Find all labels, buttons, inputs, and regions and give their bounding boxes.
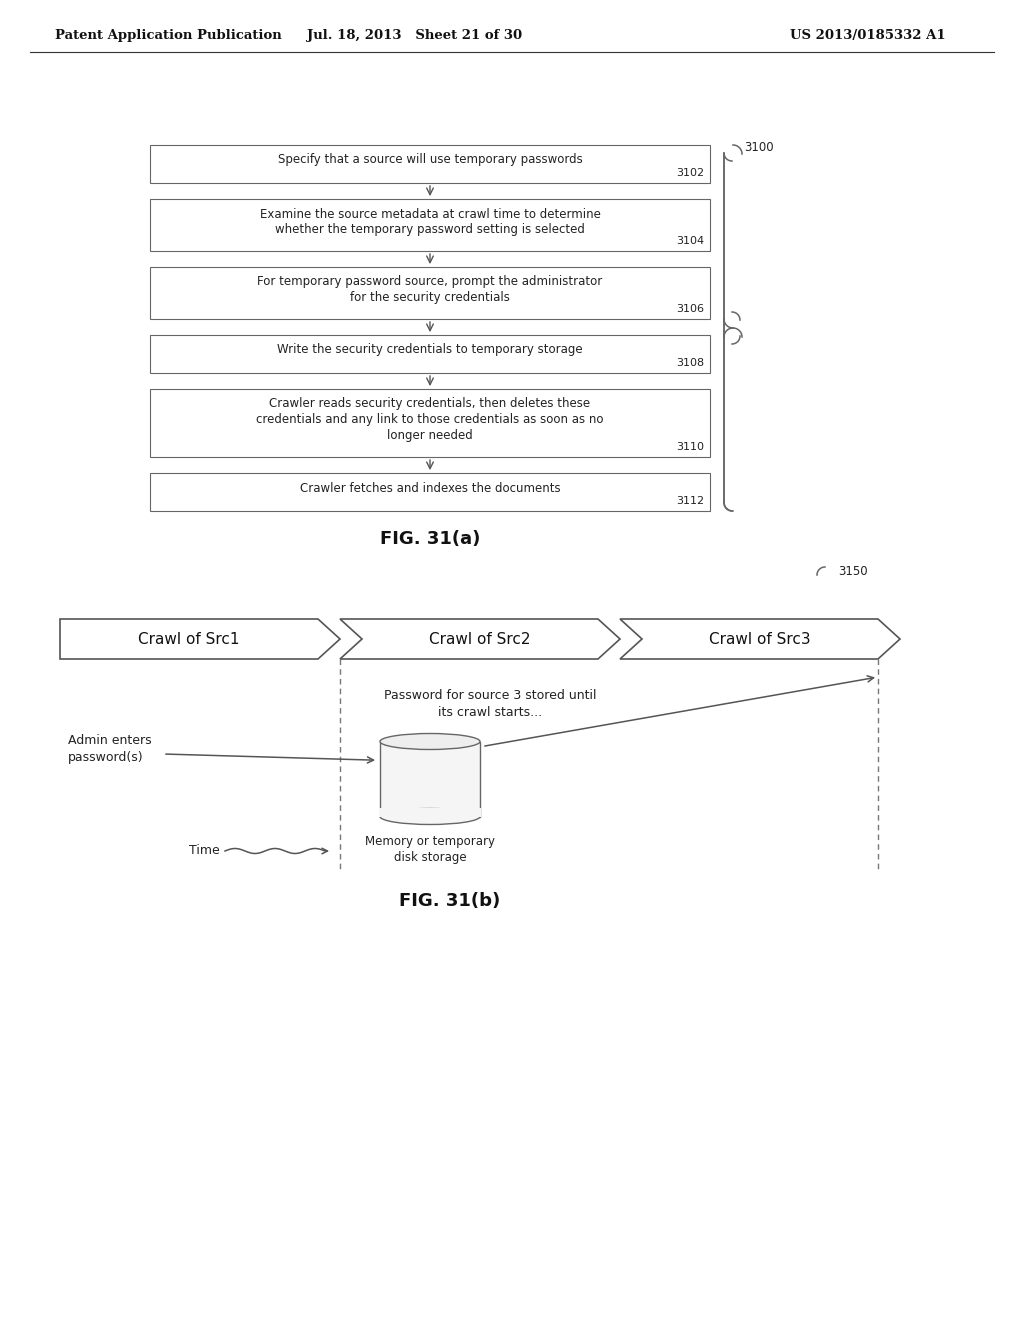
FancyBboxPatch shape [150, 473, 710, 511]
Text: Crawler fetches and indexes the documents: Crawler fetches and indexes the document… [300, 482, 560, 495]
Text: US 2013/0185332 A1: US 2013/0185332 A1 [790, 29, 945, 41]
Text: Crawler reads security credentials, then deletes these
credentials and any link : Crawler reads security credentials, then… [256, 397, 604, 442]
Text: 3150: 3150 [838, 565, 867, 578]
Text: Time: Time [189, 845, 220, 858]
Text: FIG. 31(b): FIG. 31(b) [399, 892, 501, 909]
FancyBboxPatch shape [150, 389, 710, 457]
Text: For temporary password source, prompt the administrator
for the security credent: For temporary password source, prompt th… [257, 276, 603, 305]
FancyBboxPatch shape [150, 145, 710, 183]
Text: Crawl of Src2: Crawl of Src2 [429, 631, 530, 647]
Polygon shape [340, 619, 620, 659]
Text: 3104: 3104 [676, 236, 705, 246]
Text: Patent Application Publication: Patent Application Publication [55, 29, 282, 41]
Text: 3102: 3102 [676, 168, 705, 178]
Polygon shape [60, 619, 340, 659]
Text: Crawl of Src1: Crawl of Src1 [138, 631, 240, 647]
Text: Password for source 3 stored until
its crawl starts...: Password for source 3 stored until its c… [384, 689, 596, 719]
Text: Admin enters
password(s): Admin enters password(s) [68, 734, 152, 764]
FancyBboxPatch shape [380, 742, 480, 817]
Text: Memory or temporary
disk storage: Memory or temporary disk storage [365, 834, 495, 863]
Text: Examine the source metadata at crawl time to determine
whether the temporary pas: Examine the source metadata at crawl tim… [259, 207, 600, 236]
Text: Specify that a source will use temporary passwords: Specify that a source will use temporary… [278, 153, 583, 166]
FancyBboxPatch shape [150, 199, 710, 251]
Text: Crawl of Src3: Crawl of Src3 [710, 631, 811, 647]
Text: Jul. 18, 2013   Sheet 21 of 30: Jul. 18, 2013 Sheet 21 of 30 [307, 29, 522, 41]
Text: FIG. 31(a): FIG. 31(a) [380, 531, 480, 548]
FancyBboxPatch shape [150, 335, 710, 374]
Text: 3106: 3106 [676, 304, 705, 314]
Text: 3110: 3110 [676, 442, 705, 451]
Polygon shape [620, 619, 900, 659]
Text: 3108: 3108 [676, 358, 705, 368]
Ellipse shape [380, 808, 480, 825]
FancyBboxPatch shape [150, 267, 710, 319]
Ellipse shape [380, 734, 480, 750]
Text: Write the security credentials to temporary storage: Write the security credentials to tempor… [278, 343, 583, 356]
FancyBboxPatch shape [379, 808, 481, 817]
Text: 3100: 3100 [744, 141, 773, 154]
Text: 3112: 3112 [676, 496, 705, 506]
